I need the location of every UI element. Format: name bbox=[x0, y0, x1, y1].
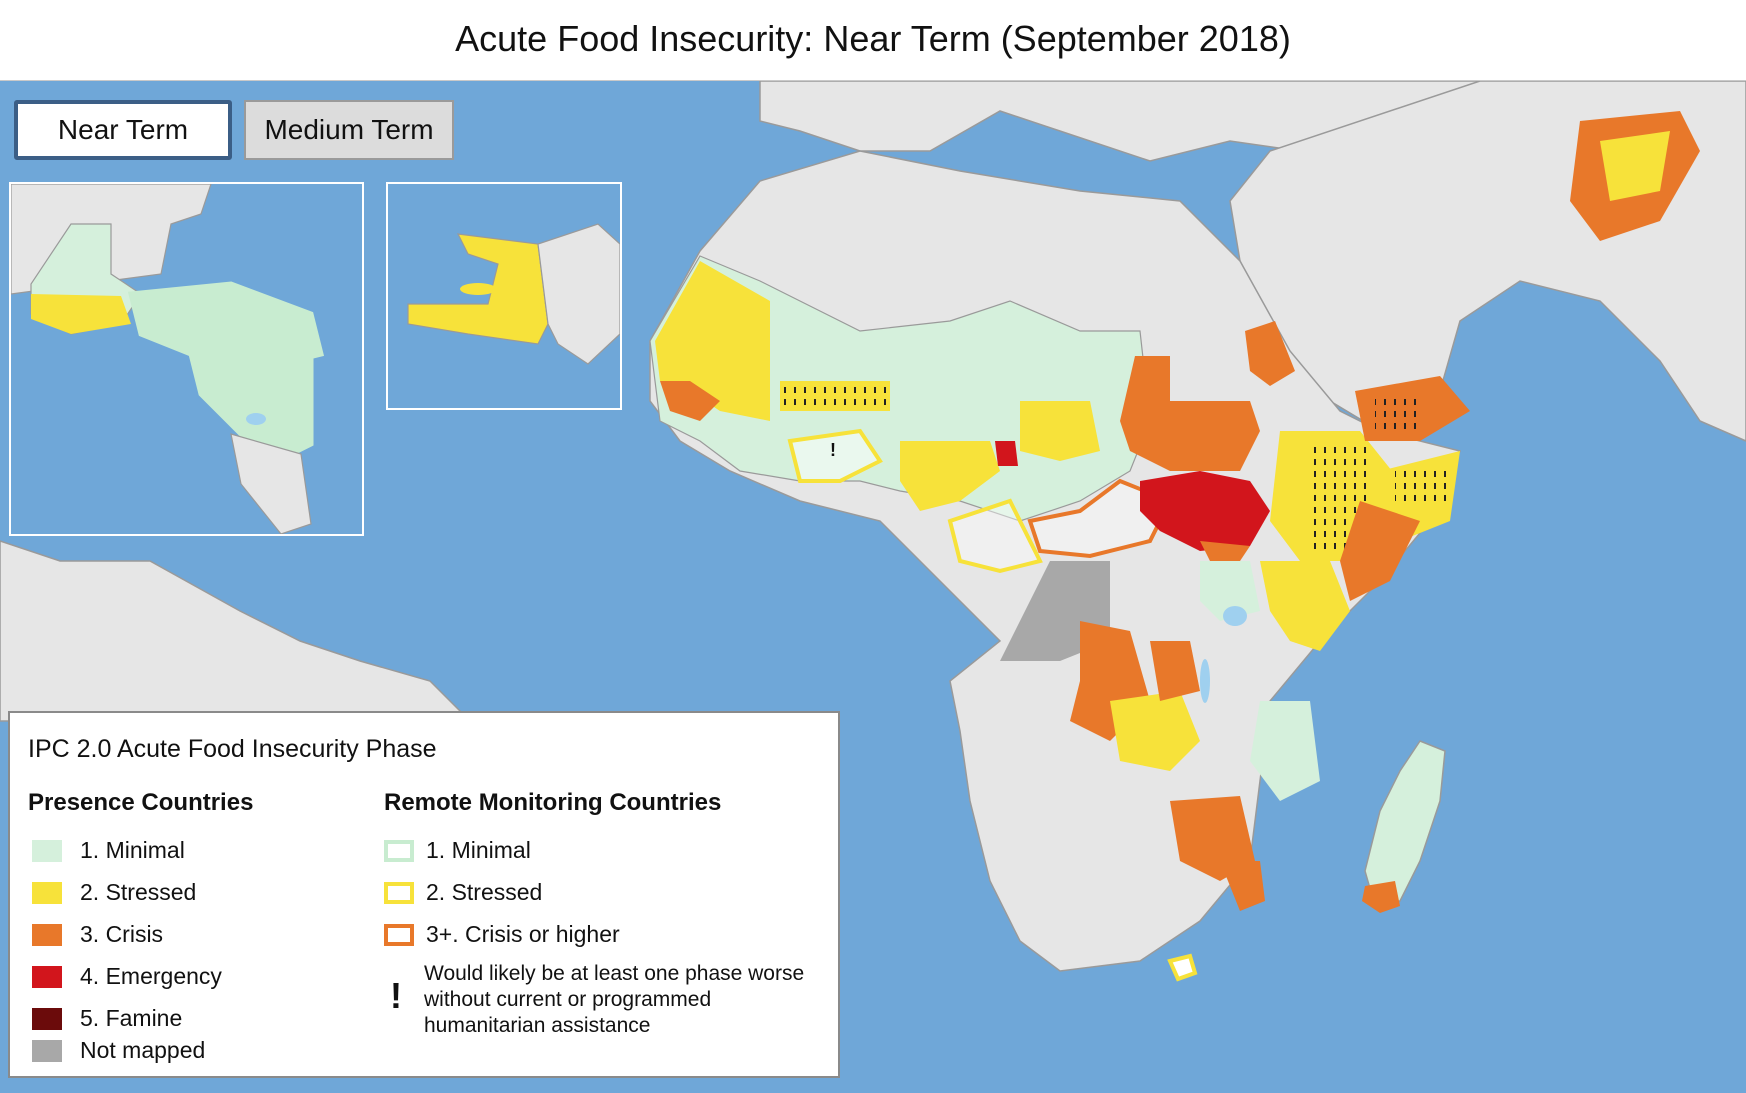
sudan-crisis bbox=[1120, 356, 1260, 471]
lesotho-remote bbox=[1167, 953, 1198, 982]
zimbabwe-crisis bbox=[1170, 796, 1255, 881]
ca-honduras-remote bbox=[127, 281, 325, 367]
eritrea-crisis bbox=[1245, 321, 1295, 386]
remote-stressed-swatch bbox=[384, 881, 414, 904]
assistance-note: Would likely be at least one phase worse… bbox=[424, 962, 805, 1037]
legend-remote-crisis: 3+. Crisis or higher bbox=[384, 921, 620, 948]
somalia-crisis bbox=[1340, 501, 1420, 601]
legend-item-emergency: 4. Emergency bbox=[32, 963, 222, 990]
legend-label: 4. Emergency bbox=[80, 963, 222, 989]
legend-label: 2. Stressed bbox=[80, 879, 197, 905]
dominican-republic-land bbox=[537, 223, 620, 365]
ca-costa-rica bbox=[230, 433, 312, 534]
mozambique-crisis bbox=[1220, 861, 1265, 911]
legend-label: 2. Stressed bbox=[426, 879, 543, 905]
legend-panel: IPC 2.0 Acute Food Insecurity Phase Pres… bbox=[8, 711, 840, 1078]
kenya-stressed bbox=[1260, 561, 1350, 651]
legend-title: IPC 2.0 Acute Food Insecurity Phase bbox=[28, 735, 437, 763]
haiti-inset bbox=[386, 182, 622, 410]
central-america-map bbox=[11, 184, 325, 534]
not-mapped-swatch bbox=[32, 1039, 62, 1062]
burkina-remote bbox=[787, 428, 883, 483]
legend-item-stressed: 2. Stressed bbox=[32, 879, 196, 906]
legend-label: Not mapped bbox=[80, 1037, 206, 1063]
lake-victoria bbox=[1223, 606, 1247, 626]
assistance-icon: ! bbox=[390, 975, 402, 1016]
afghanistan-stressed bbox=[1600, 131, 1670, 201]
legend-label: 3. Crisis bbox=[80, 921, 164, 947]
sahel-minimal bbox=[649, 255, 1151, 522]
nigeria-emergency bbox=[995, 441, 1018, 466]
gonave-island bbox=[460, 283, 496, 295]
ca-guatemala-stressed bbox=[31, 294, 131, 334]
stressed-swatch bbox=[32, 881, 62, 904]
south-sudan-crisis bbox=[1200, 541, 1250, 561]
legend-item-crisis: 3. Crisis bbox=[32, 921, 163, 948]
legend-item-not-mapped: Not mapped bbox=[32, 1037, 205, 1064]
south-america-land bbox=[0, 540, 472, 722]
tab-medium-term[interactable]: Medium Term bbox=[244, 100, 454, 160]
lake-tanganyika bbox=[1200, 659, 1210, 703]
haiti-map bbox=[407, 223, 620, 365]
crisis-swatch bbox=[32, 923, 62, 946]
uganda-minimal bbox=[1200, 561, 1260, 621]
drc-east-crisis bbox=[1150, 641, 1200, 701]
senegal-crisis bbox=[660, 381, 720, 421]
tab-near-term[interactable]: Near Term bbox=[14, 100, 232, 160]
madagascar-land bbox=[1364, 740, 1446, 907]
legend-label: 1. Minimal bbox=[426, 837, 531, 863]
emergency-swatch bbox=[32, 965, 62, 988]
legend-remote-stressed: 2. Stressed bbox=[384, 879, 542, 906]
central-america-inset bbox=[9, 182, 364, 536]
drc-stressed bbox=[1110, 691, 1200, 771]
map-title: Acute Food Insecurity: Near Term (Septem… bbox=[455, 18, 1291, 59]
legend-item-famine: 5. Famine bbox=[32, 1005, 182, 1032]
remote-heading: Remote Monitoring Countries bbox=[384, 789, 722, 816]
assistance-mark: ! bbox=[830, 440, 836, 460]
minimal-swatch bbox=[32, 839, 62, 862]
presence-heading: Presence Countries bbox=[28, 789, 254, 816]
chad-stressed bbox=[1020, 401, 1100, 461]
famine-swatch bbox=[32, 1007, 62, 1030]
remote-crisis-swatch bbox=[384, 923, 414, 946]
cameroon-remote bbox=[947, 498, 1043, 574]
legend-remote-minimal: 1. Minimal bbox=[384, 837, 531, 864]
south-sudan-emergency bbox=[1140, 471, 1270, 551]
legend-label: 5. Famine bbox=[80, 1005, 183, 1031]
legend-label: 1. Minimal bbox=[80, 837, 185, 863]
legend-label: 3+. Crisis or higher bbox=[426, 921, 620, 947]
remote-minimal-swatch bbox=[384, 839, 414, 862]
africa-map: ! bbox=[0, 81, 1746, 982]
madagascar-crisis bbox=[1362, 881, 1400, 913]
tanzania-minimal bbox=[1250, 701, 1320, 801]
legend-item-minimal: 1. Minimal bbox=[32, 837, 185, 864]
nigeria-stressed bbox=[900, 441, 1000, 511]
